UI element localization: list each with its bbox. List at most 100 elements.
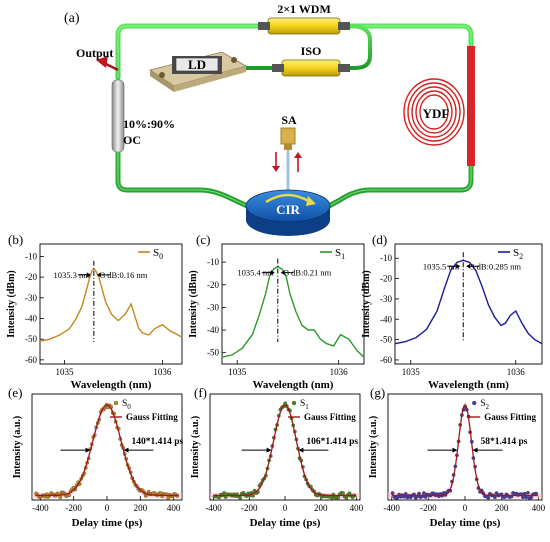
output-label: Output <box>76 46 113 60</box>
x-axis-title: Delay time (ps) <box>430 517 501 529</box>
y-axis-title: Intensity (dBm) <box>361 270 372 338</box>
down-arrow-icon <box>272 166 280 172</box>
up-arrow-icon <box>294 152 302 158</box>
x-tick-label: 400 <box>532 503 546 513</box>
iso-label: ISO <box>301 44 322 58</box>
y-tick-label: -10 <box>380 253 392 263</box>
panel-label: (f) <box>194 385 207 400</box>
iso-box <box>281 59 341 77</box>
oc-label: OC <box>123 133 141 147</box>
panel-label: (e) <box>8 385 22 400</box>
y-axis-title: Intensity (dBm) <box>188 270 199 338</box>
legend-subscript: 0 <box>159 252 163 261</box>
gauss-fit-line <box>391 404 538 497</box>
data-point <box>534 491 538 496</box>
spectrum-line <box>221 265 365 358</box>
legend-label: S2 <box>480 399 489 411</box>
y-tick-label: -40 <box>25 313 37 323</box>
y-tick-label: -60 <box>25 355 37 365</box>
y-tick-label: -60 <box>380 355 392 365</box>
arrow-head-icon <box>456 263 461 269</box>
legend-fit-label: Gauss Fitting <box>484 412 536 422</box>
x-tick-label: -400 <box>32 503 49 513</box>
x-tick-label: -200 <box>241 503 258 513</box>
gauss-fit-line <box>213 404 357 497</box>
x-tick-label: 1036 <box>153 367 172 377</box>
data-point <box>417 491 421 496</box>
legend-label: S1 <box>300 399 309 411</box>
data-point <box>329 495 334 500</box>
data-point <box>341 491 345 495</box>
y-tick-label: -30 <box>25 293 37 303</box>
data-point <box>336 495 341 500</box>
arrow-head-icon <box>85 447 91 453</box>
y-axis-title: Intensity (dBm) <box>6 270 17 338</box>
wdm-label: 2×1 WDM <box>277 2 331 16</box>
y-axis-title: Intensity (a.u.) <box>12 416 23 479</box>
legend-marker <box>291 400 297 406</box>
spectrum-line <box>39 267 183 342</box>
legend-label: S0 <box>153 247 163 261</box>
data-point <box>395 495 400 500</box>
panel-label: (d) <box>372 232 387 247</box>
x-tick-label: 400 <box>167 503 181 513</box>
y-tick-label: -20 <box>207 280 219 290</box>
legend-fit-label: Gauss Fitting <box>304 412 356 422</box>
legend-subscript: 1 <box>341 252 345 261</box>
chart-panel-5: (g) Delay time (ps) Intensity (a.u.) -400 -2… <box>368 385 546 529</box>
data-point <box>486 495 491 500</box>
x-axis-title: Delay time (ps) <box>250 517 321 529</box>
x-axis-title: Wavelength (nm) <box>253 379 334 391</box>
chart-panel-0: (b) Wavelength (nm) Intensity (dBm) 1035 103… <box>6 232 183 391</box>
y-tick-label: -50 <box>207 348 219 358</box>
legend-subscript: 2 <box>519 252 523 261</box>
x-tick-label: 200 <box>495 503 509 513</box>
arrow-head-icon <box>96 272 101 278</box>
arrow-head-icon <box>472 447 478 453</box>
legend-label: S1 <box>335 247 345 261</box>
y-tick-label: -30 <box>207 302 219 312</box>
sa-box <box>280 127 296 145</box>
axes-frame <box>39 243 183 365</box>
x-tick-label: 200 <box>314 503 328 513</box>
y-tick-label: -10 <box>25 251 37 261</box>
x-tick-label: 0 <box>283 503 288 513</box>
y-tick-label: -50 <box>380 335 392 345</box>
legend-marker <box>113 400 119 406</box>
y-tick-label: -20 <box>380 274 392 284</box>
x-tick-label: 1035 <box>55 367 74 377</box>
bandwidth-label: 3 dB:0.285 nm <box>470 261 521 271</box>
circulator: CIR <box>245 189 331 236</box>
cir-label: CIR <box>276 202 300 217</box>
axes-frame <box>221 243 365 365</box>
chart-panel-2: (d) Wavelength (nm) Intensity (dBm) 1035 103… <box>361 232 543 391</box>
bandwidth-label: 3 dB:0.21 nm <box>285 268 332 278</box>
ld-label: LD <box>188 57 206 72</box>
bandwidth-label: 3 dB:0.16 nm <box>101 270 148 280</box>
panel-label: (b) <box>8 232 23 247</box>
chart-panel-3: (e) Delay time (ps) Intensity (a.u.) -400 -2… <box>8 385 184 529</box>
x-tick-label: -400 <box>383 503 400 513</box>
y-axis-title: Intensity (a.u.) <box>368 416 379 479</box>
legend-prefix: S <box>122 399 127 409</box>
y-tick-label: -50 <box>25 334 37 344</box>
legend-subscript: 0 <box>127 403 131 411</box>
legend-prefix: S <box>480 399 485 409</box>
cir-rotation-icon <box>306 196 316 206</box>
x-axis-title: Delay time (ps) <box>72 517 143 529</box>
spectrum-line <box>394 259 543 345</box>
x-tick-label: 1036 <box>330 367 349 377</box>
data-point <box>390 491 395 495</box>
x-tick-label: -400 <box>205 503 222 513</box>
arrow-head-icon <box>270 270 275 276</box>
pulse-width-label: 140*1.414 ps <box>132 437 184 447</box>
x-tick-label: 1036 <box>507 367 526 377</box>
y-tick-label: -20 <box>25 272 37 282</box>
x-tick-label: -200 <box>65 503 82 513</box>
arrow-head-icon <box>86 272 91 278</box>
arrow-head-icon <box>298 447 304 453</box>
arrow-head-icon <box>452 447 458 453</box>
y-tick-label: -40 <box>207 325 219 335</box>
panel-a-label: (a) <box>64 11 80 26</box>
